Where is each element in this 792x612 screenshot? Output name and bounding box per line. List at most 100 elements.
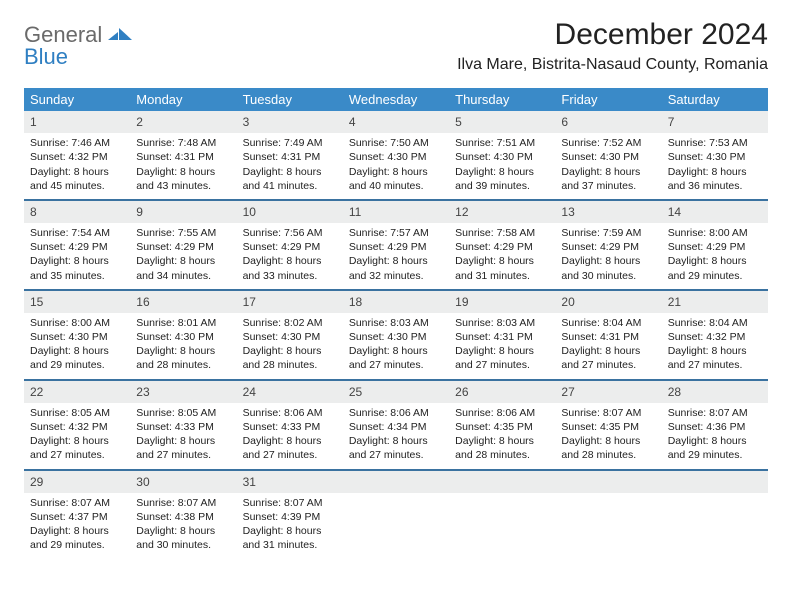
calendar-day: 11Sunrise: 7:57 AMSunset: 4:29 PMDayligh… bbox=[343, 201, 449, 289]
day-body: Sunrise: 8:06 AMSunset: 4:33 PMDaylight:… bbox=[237, 406, 343, 463]
day-number: 5 bbox=[449, 111, 555, 133]
day-body: Sunrise: 7:55 AMSunset: 4:29 PMDaylight:… bbox=[130, 226, 236, 283]
calendar-day: 28Sunrise: 8:07 AMSunset: 4:36 PMDayligh… bbox=[662, 381, 768, 469]
day-number bbox=[555, 471, 661, 493]
sunrise-text: Sunrise: 7:56 AM bbox=[243, 226, 337, 240]
sunrise-text: Sunrise: 8:03 AM bbox=[349, 316, 443, 330]
weekday-label: Wednesday bbox=[343, 88, 449, 111]
sunrise-text: Sunrise: 7:46 AM bbox=[30, 136, 124, 150]
day-body: Sunrise: 8:01 AMSunset: 4:30 PMDaylight:… bbox=[130, 316, 236, 373]
calendar-day: 16Sunrise: 8:01 AMSunset: 4:30 PMDayligh… bbox=[130, 291, 236, 379]
sunset-text: Sunset: 4:30 PM bbox=[455, 150, 549, 164]
sunset-text: Sunset: 4:35 PM bbox=[561, 420, 655, 434]
calendar-week: 1Sunrise: 7:46 AMSunset: 4:32 PMDaylight… bbox=[24, 111, 768, 199]
day-number: 30 bbox=[130, 471, 236, 493]
calendar-day: 29Sunrise: 8:07 AMSunset: 4:37 PMDayligh… bbox=[24, 471, 130, 559]
calendar-day: 4Sunrise: 7:50 AMSunset: 4:30 PMDaylight… bbox=[343, 111, 449, 199]
calendar-day: 24Sunrise: 8:06 AMSunset: 4:33 PMDayligh… bbox=[237, 381, 343, 469]
sunrise-text: Sunrise: 7:53 AM bbox=[668, 136, 762, 150]
day-number: 8 bbox=[24, 201, 130, 223]
daylight-text: Daylight: 8 hours and 28 minutes. bbox=[455, 434, 549, 462]
calendar-day: 19Sunrise: 8:03 AMSunset: 4:31 PMDayligh… bbox=[449, 291, 555, 379]
sunrise-text: Sunrise: 7:58 AM bbox=[455, 226, 549, 240]
day-body: Sunrise: 7:54 AMSunset: 4:29 PMDaylight:… bbox=[24, 226, 130, 283]
day-number: 31 bbox=[237, 471, 343, 493]
sunrise-text: Sunrise: 8:04 AM bbox=[561, 316, 655, 330]
sunset-text: Sunset: 4:32 PM bbox=[668, 330, 762, 344]
daylight-text: Daylight: 8 hours and 39 minutes. bbox=[455, 165, 549, 193]
calendar-day: 1Sunrise: 7:46 AMSunset: 4:32 PMDaylight… bbox=[24, 111, 130, 199]
sunset-text: Sunset: 4:39 PM bbox=[243, 510, 337, 524]
logo-text: General Blue bbox=[24, 24, 102, 68]
weekday-label: Saturday bbox=[662, 88, 768, 111]
calendar-day bbox=[555, 471, 661, 559]
daylight-text: Daylight: 8 hours and 27 minutes. bbox=[136, 434, 230, 462]
day-body: Sunrise: 7:50 AMSunset: 4:30 PMDaylight:… bbox=[343, 136, 449, 193]
day-number bbox=[449, 471, 555, 493]
weeks-container: 1Sunrise: 7:46 AMSunset: 4:32 PMDaylight… bbox=[24, 111, 768, 558]
sunrise-text: Sunrise: 8:01 AM bbox=[136, 316, 230, 330]
day-number: 10 bbox=[237, 201, 343, 223]
daylight-text: Daylight: 8 hours and 45 minutes. bbox=[30, 165, 124, 193]
daylight-text: Daylight: 8 hours and 31 minutes. bbox=[243, 524, 337, 552]
daylight-text: Daylight: 8 hours and 30 minutes. bbox=[136, 524, 230, 552]
daylight-text: Daylight: 8 hours and 33 minutes. bbox=[243, 254, 337, 282]
day-number: 12 bbox=[449, 201, 555, 223]
day-body: Sunrise: 8:03 AMSunset: 4:30 PMDaylight:… bbox=[343, 316, 449, 373]
sunset-text: Sunset: 4:30 PM bbox=[668, 150, 762, 164]
sunrise-text: Sunrise: 8:07 AM bbox=[30, 496, 124, 510]
daylight-text: Daylight: 8 hours and 43 minutes. bbox=[136, 165, 230, 193]
calendar-day: 9Sunrise: 7:55 AMSunset: 4:29 PMDaylight… bbox=[130, 201, 236, 289]
daylight-text: Daylight: 8 hours and 37 minutes. bbox=[561, 165, 655, 193]
sunset-text: Sunset: 4:30 PM bbox=[30, 330, 124, 344]
daylight-text: Daylight: 8 hours and 27 minutes. bbox=[243, 434, 337, 462]
sunset-text: Sunset: 4:29 PM bbox=[561, 240, 655, 254]
weekday-header: Sunday Monday Tuesday Wednesday Thursday… bbox=[24, 88, 768, 111]
sunset-text: Sunset: 4:36 PM bbox=[668, 420, 762, 434]
calendar-day: 5Sunrise: 7:51 AMSunset: 4:30 PMDaylight… bbox=[449, 111, 555, 199]
sunset-text: Sunset: 4:32 PM bbox=[30, 420, 124, 434]
day-number: 22 bbox=[24, 381, 130, 403]
sunrise-text: Sunrise: 8:00 AM bbox=[668, 226, 762, 240]
daylight-text: Daylight: 8 hours and 41 minutes. bbox=[243, 165, 337, 193]
daylight-text: Daylight: 8 hours and 36 minutes. bbox=[668, 165, 762, 193]
day-body: Sunrise: 8:07 AMSunset: 4:35 PMDaylight:… bbox=[555, 406, 661, 463]
day-body: Sunrise: 8:00 AMSunset: 4:30 PMDaylight:… bbox=[24, 316, 130, 373]
day-number: 1 bbox=[24, 111, 130, 133]
calendar-day: 30Sunrise: 8:07 AMSunset: 4:38 PMDayligh… bbox=[130, 471, 236, 559]
day-body: Sunrise: 8:07 AMSunset: 4:36 PMDaylight:… bbox=[662, 406, 768, 463]
sunrise-text: Sunrise: 8:07 AM bbox=[668, 406, 762, 420]
logo-word-2: Blue bbox=[24, 44, 68, 69]
sunrise-text: Sunrise: 7:55 AM bbox=[136, 226, 230, 240]
calendar-day: 14Sunrise: 8:00 AMSunset: 4:29 PMDayligh… bbox=[662, 201, 768, 289]
day-body: Sunrise: 8:06 AMSunset: 4:35 PMDaylight:… bbox=[449, 406, 555, 463]
day-number: 25 bbox=[343, 381, 449, 403]
day-number: 18 bbox=[343, 291, 449, 313]
daylight-text: Daylight: 8 hours and 27 minutes. bbox=[455, 344, 549, 372]
sunset-text: Sunset: 4:34 PM bbox=[349, 420, 443, 434]
daylight-text: Daylight: 8 hours and 28 minutes. bbox=[243, 344, 337, 372]
sunset-text: Sunset: 4:29 PM bbox=[668, 240, 762, 254]
calendar-day: 21Sunrise: 8:04 AMSunset: 4:32 PMDayligh… bbox=[662, 291, 768, 379]
calendar-day: 20Sunrise: 8:04 AMSunset: 4:31 PMDayligh… bbox=[555, 291, 661, 379]
day-body: Sunrise: 8:04 AMSunset: 4:31 PMDaylight:… bbox=[555, 316, 661, 373]
sunrise-text: Sunrise: 8:00 AM bbox=[30, 316, 124, 330]
sunset-text: Sunset: 4:30 PM bbox=[561, 150, 655, 164]
sunrise-text: Sunrise: 8:06 AM bbox=[455, 406, 549, 420]
header: General Blue December 2024 Ilva Mare, Bi… bbox=[24, 18, 768, 74]
weekday-label: Monday bbox=[130, 88, 236, 111]
day-number bbox=[662, 471, 768, 493]
day-number: 14 bbox=[662, 201, 768, 223]
day-number: 21 bbox=[662, 291, 768, 313]
day-body: Sunrise: 7:59 AMSunset: 4:29 PMDaylight:… bbox=[555, 226, 661, 283]
daylight-text: Daylight: 8 hours and 27 minutes. bbox=[349, 344, 443, 372]
calendar-day: 25Sunrise: 8:06 AMSunset: 4:34 PMDayligh… bbox=[343, 381, 449, 469]
day-number: 13 bbox=[555, 201, 661, 223]
calendar-week: 8 Sunrise: 7:54 AMSunset: 4:29 PMDaylight… bbox=[24, 199, 768, 289]
calendar-day: 17Sunrise: 8:02 AMSunset: 4:30 PMDayligh… bbox=[237, 291, 343, 379]
sunset-text: Sunset: 4:33 PM bbox=[243, 420, 337, 434]
calendar-day: 2Sunrise: 7:48 AMSunset: 4:31 PMDaylight… bbox=[130, 111, 236, 199]
day-number: 19 bbox=[449, 291, 555, 313]
daylight-text: Daylight: 8 hours and 27 minutes. bbox=[668, 344, 762, 372]
sunrise-text: Sunrise: 8:07 AM bbox=[243, 496, 337, 510]
